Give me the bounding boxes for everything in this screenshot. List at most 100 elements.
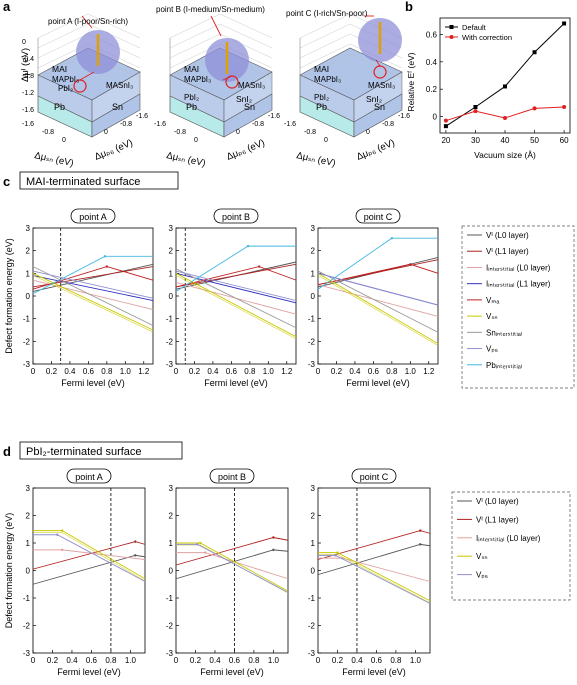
y-tick-label: 2	[169, 512, 174, 521]
x-tick-label: 0.4	[349, 367, 361, 376]
data-point-correction	[443, 118, 448, 123]
legend-label: Vᴵ (L1 layer)	[486, 247, 529, 256]
transition-point	[105, 265, 109, 268]
plot-frame	[175, 487, 289, 654]
panel-label-c: c	[3, 174, 10, 189]
y-tick-label: -2	[166, 622, 174, 631]
z-tick: -1.6	[22, 107, 34, 114]
legend-box	[451, 491, 571, 601]
subplot-0: 0 0.2 0.4 0.6 0.8 1.0 1.2 -3 -2 -1 0 1 2 3 point A Ferm…	[23, 208, 154, 388]
panel-label-a: a	[3, 0, 11, 14]
z-tick: -0.4	[22, 56, 34, 63]
pb-tick: -0.8	[120, 121, 132, 128]
transition-point	[390, 237, 394, 240]
transition-point	[246, 244, 250, 248]
subplot-2: 0 0.2 0.4 0.6 0.8 1.0 -3 -2 -1 0 1 2 3 point C Fermi l…	[308, 468, 431, 677]
panel-label-b: b	[405, 0, 413, 14]
subplot-2: 0 0.2 0.4 0.6 0.8 1.0 1.2 -3 -2 -1 0 1 2 3 point C Ferm…	[308, 208, 439, 388]
x-tick-label: 0.2	[47, 656, 59, 665]
defect-line-vsn	[317, 272, 439, 344]
phase-label-sni2: SnI₂	[366, 94, 382, 104]
transition-point	[272, 548, 275, 552]
phase-label-pbi2: PbI₂	[314, 93, 329, 102]
legend-label: Vₚ₆	[476, 571, 488, 580]
y-tick-label: 3	[311, 484, 316, 493]
transition-point	[134, 540, 137, 543]
y-tick-label: 3	[26, 484, 31, 493]
transition-point	[334, 554, 337, 557]
x-tick-label: 1.0	[410, 656, 422, 665]
sn-block	[353, 93, 403, 138]
legend-label: Pbᵢₙₜₑᵣₛₜᵢₜᵢₐₗ	[486, 361, 522, 370]
subplot-title-box	[209, 468, 255, 484]
phase-label-masni3: MASnI₃	[238, 81, 265, 90]
x-tick-label: 0.8	[105, 656, 117, 665]
y-tick-label: -2	[23, 337, 31, 346]
sn-tick: 0	[62, 137, 66, 144]
pb-tick: 0	[104, 129, 108, 136]
sn-tick: -1.6	[154, 121, 166, 128]
sn-tick: -0.8	[174, 129, 186, 136]
grid-line	[299, 33, 351, 59]
marker-connector	[375, 59, 381, 67]
x-tick-label: 20	[441, 136, 450, 145]
y-tick-label: 2	[26, 512, 31, 521]
defect-line-vi_l0	[32, 263, 154, 292]
y-tick-label: 0	[311, 292, 316, 301]
section-d-title-box	[19, 441, 183, 460]
x-tick-label: 1.0	[263, 367, 275, 376]
grid-line	[219, 33, 273, 59]
transition-point	[272, 536, 275, 539]
x-tick-label: 0.4	[66, 656, 78, 665]
grid-line	[299, 13, 351, 39]
defect-line-vi_l0	[317, 543, 431, 576]
marker-connector	[79, 71, 95, 81]
pb-tick: 0	[366, 129, 370, 136]
y-tick-label: -3	[23, 649, 31, 658]
x-tick-label: 0.8	[244, 367, 256, 376]
grid-line	[169, 13, 221, 39]
phase-label-pbi2: PbI₂	[58, 84, 73, 93]
y-tick-label: -3	[23, 360, 31, 369]
panel-label-d: d	[3, 444, 11, 459]
phase-label-pb: Pb	[54, 102, 65, 112]
label-connector	[210, 15, 222, 37]
defect-line-vpb	[175, 270, 297, 301]
subplot-0: 0 0.2 0.4 0.6 0.8 1.0 -3 -2 -1 0 1 2 3 point A Fermi l…	[23, 468, 146, 677]
y-tick-label: -1	[308, 315, 316, 324]
data-point-correction	[503, 115, 507, 120]
y-tick-label: -2	[23, 622, 31, 631]
data-point-correction	[473, 109, 478, 114]
defect-line-ii_l0	[317, 284, 439, 317]
y-tick-label: 3	[169, 484, 174, 493]
legend-label: Vₛₙ	[476, 552, 488, 561]
legend-label: Vₛₙ	[486, 312, 498, 321]
x-axis-label: Fermi level (eV)	[61, 378, 125, 388]
data-point-correction	[532, 106, 537, 111]
x-tick-label: 0.8	[386, 367, 398, 376]
marker-connector	[222, 75, 233, 81]
data-point-default	[473, 104, 478, 109]
defect-line-vpb	[32, 270, 154, 299]
defect-line-vsn-dup	[175, 275, 297, 340]
y-tick-label: 0	[311, 567, 316, 576]
y-tick-label: 3	[26, 224, 31, 233]
chart-b-vacuum: 20 30 40 50 60 0 0.2 0.4 0.6 Relative Eᶠ (eV) Vacu…	[406, 17, 571, 160]
defect-line-vi_l0	[32, 554, 146, 585]
defect-line-vsn	[32, 272, 154, 331]
legend-marker	[449, 25, 454, 29]
transition-point	[204, 551, 207, 554]
transition-point	[196, 543, 199, 546]
x-tick-label: 0.2	[190, 656, 202, 665]
legend-label: Vᴵ (L1 layer)	[476, 515, 519, 524]
transition-point	[199, 541, 202, 545]
x-tick-label: 0.6	[226, 367, 238, 376]
sn-tick: -1.6	[284, 121, 296, 128]
subplot-title: point B	[222, 212, 250, 222]
z-tick: 0	[22, 39, 26, 46]
defect-line-ii_l1	[32, 275, 154, 301]
subplot-title-box	[70, 208, 116, 224]
x-axis-label: Fermi level (eV)	[204, 378, 268, 388]
pb-tick: -1.6	[136, 113, 148, 120]
